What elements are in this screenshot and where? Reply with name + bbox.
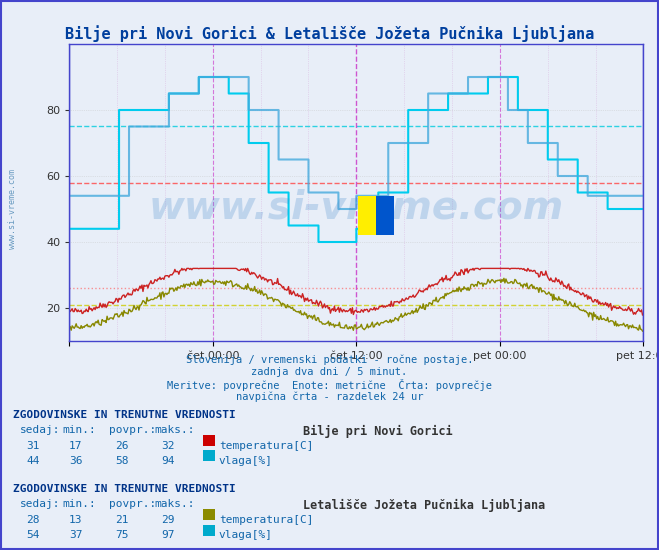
Text: 94: 94 xyxy=(161,456,175,466)
Text: 17: 17 xyxy=(69,441,82,450)
Text: 31: 31 xyxy=(26,441,40,450)
Bar xyxy=(358,196,376,235)
Text: 58: 58 xyxy=(115,456,129,466)
Text: min.:: min.: xyxy=(63,499,96,509)
Text: Slovenija / vremenski podatki - ročne postaje.: Slovenija / vremenski podatki - ročne po… xyxy=(186,355,473,365)
Text: 37: 37 xyxy=(69,530,82,540)
Text: 44: 44 xyxy=(26,456,40,466)
Text: vlaga[%]: vlaga[%] xyxy=(219,456,273,466)
Text: 75: 75 xyxy=(115,530,129,540)
Text: 13: 13 xyxy=(69,515,82,525)
Text: 97: 97 xyxy=(161,530,175,540)
Text: www.si-vreme.com: www.si-vreme.com xyxy=(148,188,563,227)
Text: 32: 32 xyxy=(161,441,175,450)
Text: Meritve: povprečne  Enote: metrične  Črta: povprečje: Meritve: povprečne Enote: metrične Črta:… xyxy=(167,379,492,391)
Text: temperatura[C]: temperatura[C] xyxy=(219,515,313,525)
Bar xyxy=(376,196,394,235)
Text: vlaga[%]: vlaga[%] xyxy=(219,530,273,540)
Text: Bilje pri Novi Gorici: Bilje pri Novi Gorici xyxy=(303,425,453,438)
Text: Letališče Jožeta Pučnika Ljubljana: Letališče Jožeta Pučnika Ljubljana xyxy=(303,499,546,513)
Text: 21: 21 xyxy=(115,515,129,525)
Text: temperatura[C]: temperatura[C] xyxy=(219,441,313,450)
Text: zadnja dva dni / 5 minut.: zadnja dva dni / 5 minut. xyxy=(251,367,408,377)
Text: sedaj:: sedaj: xyxy=(20,499,60,509)
Text: min.:: min.: xyxy=(63,425,96,435)
Text: navpična črta - razdelek 24 ur: navpična črta - razdelek 24 ur xyxy=(236,391,423,401)
Text: 26: 26 xyxy=(115,441,129,450)
Text: 54: 54 xyxy=(26,530,40,540)
Text: 28: 28 xyxy=(26,515,40,525)
Text: maks.:: maks.: xyxy=(155,425,195,435)
Text: povpr.:: povpr.: xyxy=(109,499,156,509)
Text: sedaj:: sedaj: xyxy=(20,425,60,435)
Text: 36: 36 xyxy=(69,456,82,466)
Text: ZGODOVINSKE IN TRENUTNE VREDNOSTI: ZGODOVINSKE IN TRENUTNE VREDNOSTI xyxy=(13,484,236,494)
Text: povpr.:: povpr.: xyxy=(109,425,156,435)
Text: 29: 29 xyxy=(161,515,175,525)
Text: maks.:: maks.: xyxy=(155,499,195,509)
Text: www.si-vreme.com: www.si-vreme.com xyxy=(8,169,17,249)
Text: Bilje pri Novi Gorici & Letališče Jožeta Pučnika Ljubljana: Bilje pri Novi Gorici & Letališče Jožeta… xyxy=(65,25,594,42)
Text: ZGODOVINSKE IN TRENUTNE VREDNOSTI: ZGODOVINSKE IN TRENUTNE VREDNOSTI xyxy=(13,410,236,420)
